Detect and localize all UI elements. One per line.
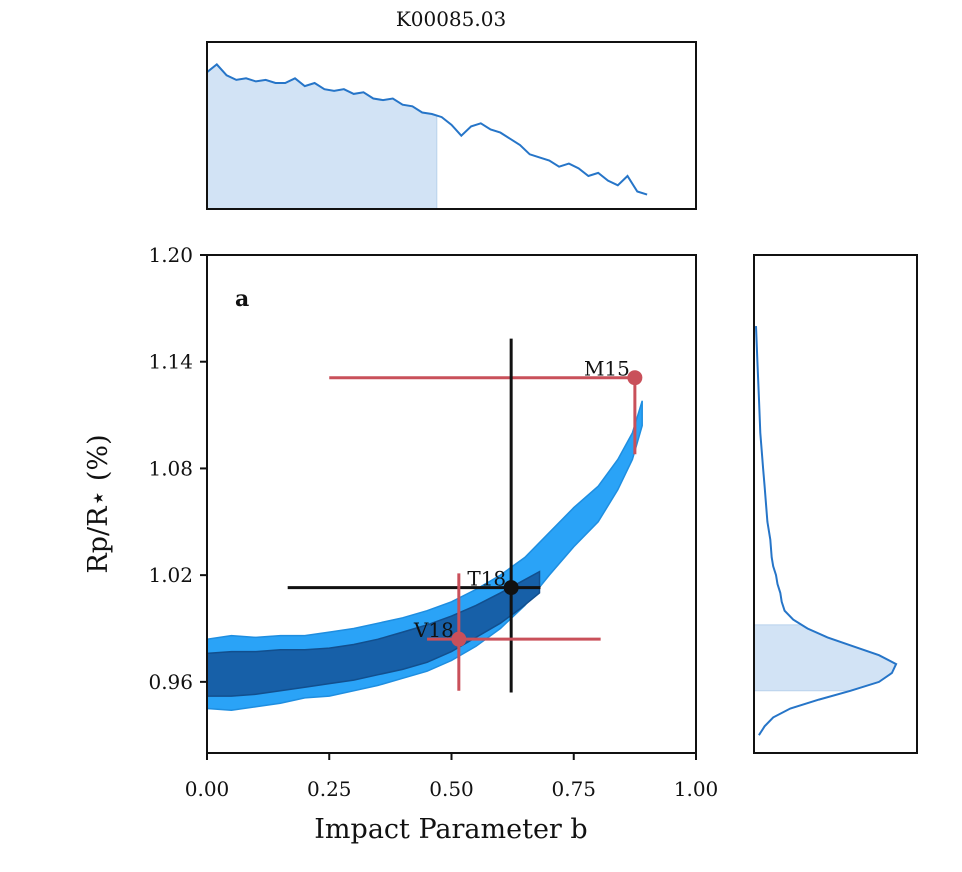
y-axis-ticks: 0.96 1.02 1.08 1.14 1.20 — [148, 243, 207, 694]
x-tick-label: 0.00 — [185, 777, 230, 801]
top-hist-shaded-area — [206, 63, 438, 210]
right-hist-shaded-area — [753, 624, 897, 692]
points-layer: M15 T18 V18 — [287, 338, 643, 693]
x-tick-label: 0.25 — [307, 777, 352, 801]
panel-label: a — [235, 286, 249, 312]
main-plot-panel: M15 T18 V18 a 0.00 0.25 0.50 0.75 1.00 0.96 1.0… — [83, 243, 718, 845]
marker-t18 — [503, 580, 519, 596]
x-tick-label: 0.50 — [429, 777, 474, 801]
y-tick-label: 0.96 — [148, 670, 193, 694]
right-hist-frame — [753, 254, 918, 754]
label-m15: M15 — [584, 357, 630, 381]
point-t18: T18 — [287, 338, 541, 693]
y-axis-label: Rp/R⋆ (%) — [83, 434, 114, 573]
right-marginal-histogram — [753, 254, 918, 754]
marker-m15 — [627, 370, 643, 386]
top-hist-density-line — [206, 63, 648, 196]
marker-v18 — [451, 631, 467, 647]
y-tick-label: 1.14 — [148, 350, 193, 374]
top-hist-frame — [206, 41, 697, 210]
label-v18: V18 — [413, 618, 454, 642]
label-t18: T18 — [467, 567, 506, 591]
chart-title: K00085.03 — [396, 7, 506, 31]
point-m15: M15 — [329, 357, 643, 455]
y-tick-label: 1.08 — [148, 456, 193, 480]
top-marginal-histogram — [206, 41, 697, 210]
y-tick-label: 1.20 — [148, 243, 193, 267]
x-axis-ticks: 0.00 0.25 0.50 0.75 1.00 — [185, 753, 719, 801]
y-tick-label: 1.02 — [148, 563, 193, 587]
right-hist-density-line — [755, 326, 898, 736]
x-tick-label: 0.75 — [551, 777, 596, 801]
x-tick-label: 1.00 — [674, 777, 719, 801]
point-v18: V18 — [413, 573, 601, 691]
x-axis-label: Impact Parameter b — [314, 814, 587, 845]
posterior-contour-inner — [207, 570, 541, 697]
